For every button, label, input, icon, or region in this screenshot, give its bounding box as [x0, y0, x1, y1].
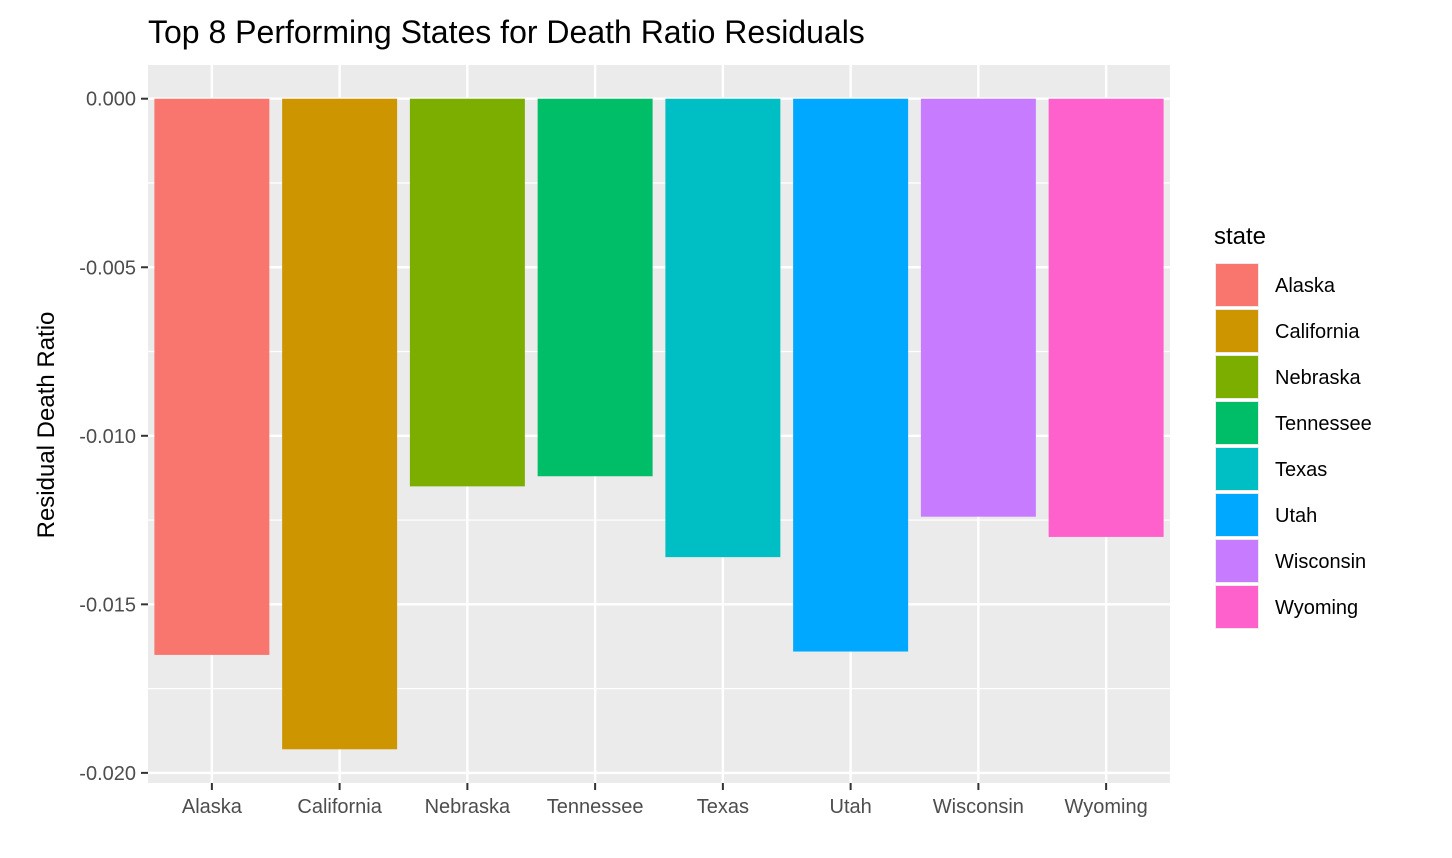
x-tick-label: Wyoming — [1065, 796, 1148, 818]
chart-title: Top 8 Performing States for Death Ratio … — [148, 14, 865, 50]
legend-swatch-alaska — [1216, 264, 1258, 306]
y-tick-label: -0.005 — [79, 257, 136, 279]
bar-alaska — [154, 98, 270, 655]
y-tick-label: -0.020 — [79, 763, 136, 785]
x-tick-label: Wisconsin — [933, 796, 1024, 818]
legend-label: Tennessee — [1275, 413, 1372, 435]
legend-label: Wyoming — [1275, 597, 1358, 619]
bar-california — [282, 98, 398, 750]
legend: state Alaska California Nebraska Tennessee T… — [1214, 223, 1372, 629]
legend-swatch-california — [1216, 310, 1258, 352]
x-tick-label: Texas — [697, 796, 749, 818]
legend-label: Wisconsin — [1275, 551, 1366, 573]
bar-wisconsin — [920, 98, 1036, 517]
y-axis-ticks: 0.000 -0.005 -0.010 -0.015 -0.020 — [79, 89, 148, 785]
bar-nebraska — [409, 98, 525, 487]
bar-tennessee — [537, 98, 653, 477]
legend-label: Utah — [1275, 505, 1317, 527]
legend-swatch-wisconsin — [1216, 540, 1258, 582]
legend-swatch-texas — [1216, 448, 1258, 490]
x-tick-label: Alaska — [182, 796, 243, 818]
legend-label: Alaska — [1275, 275, 1336, 297]
bars — [154, 98, 1164, 750]
legend-title: state — [1214, 223, 1266, 250]
legend-swatch-nebraska — [1216, 356, 1258, 398]
y-tick-label: -0.015 — [79, 594, 136, 616]
y-axis-title: Residual Death Ratio — [33, 312, 60, 539]
bar-wyoming — [1048, 98, 1164, 537]
x-tick-label: Tennessee — [547, 796, 644, 818]
x-tick-label: Nebraska — [425, 796, 511, 818]
legend-swatch-wyoming — [1216, 586, 1258, 628]
y-tick-label: -0.010 — [79, 426, 136, 448]
x-tick-label: Utah — [830, 796, 872, 818]
legend-swatch-tennessee — [1216, 402, 1258, 444]
legend-swatch-utah — [1216, 494, 1258, 536]
bar-utah — [793, 98, 909, 652]
legend-items: Alaska California Nebraska Tennessee Texas Ut… — [1215, 263, 1372, 629]
bar-texas — [665, 98, 781, 558]
x-axis-ticks: Alaska California Nebraska Tennessee Texas Ut… — [182, 783, 1148, 818]
x-tick-label: California — [297, 796, 382, 818]
legend-label: Nebraska — [1275, 367, 1361, 389]
legend-label: Texas — [1275, 459, 1327, 481]
y-tick-label: 0.000 — [86, 89, 136, 111]
legend-label: California — [1275, 321, 1360, 343]
